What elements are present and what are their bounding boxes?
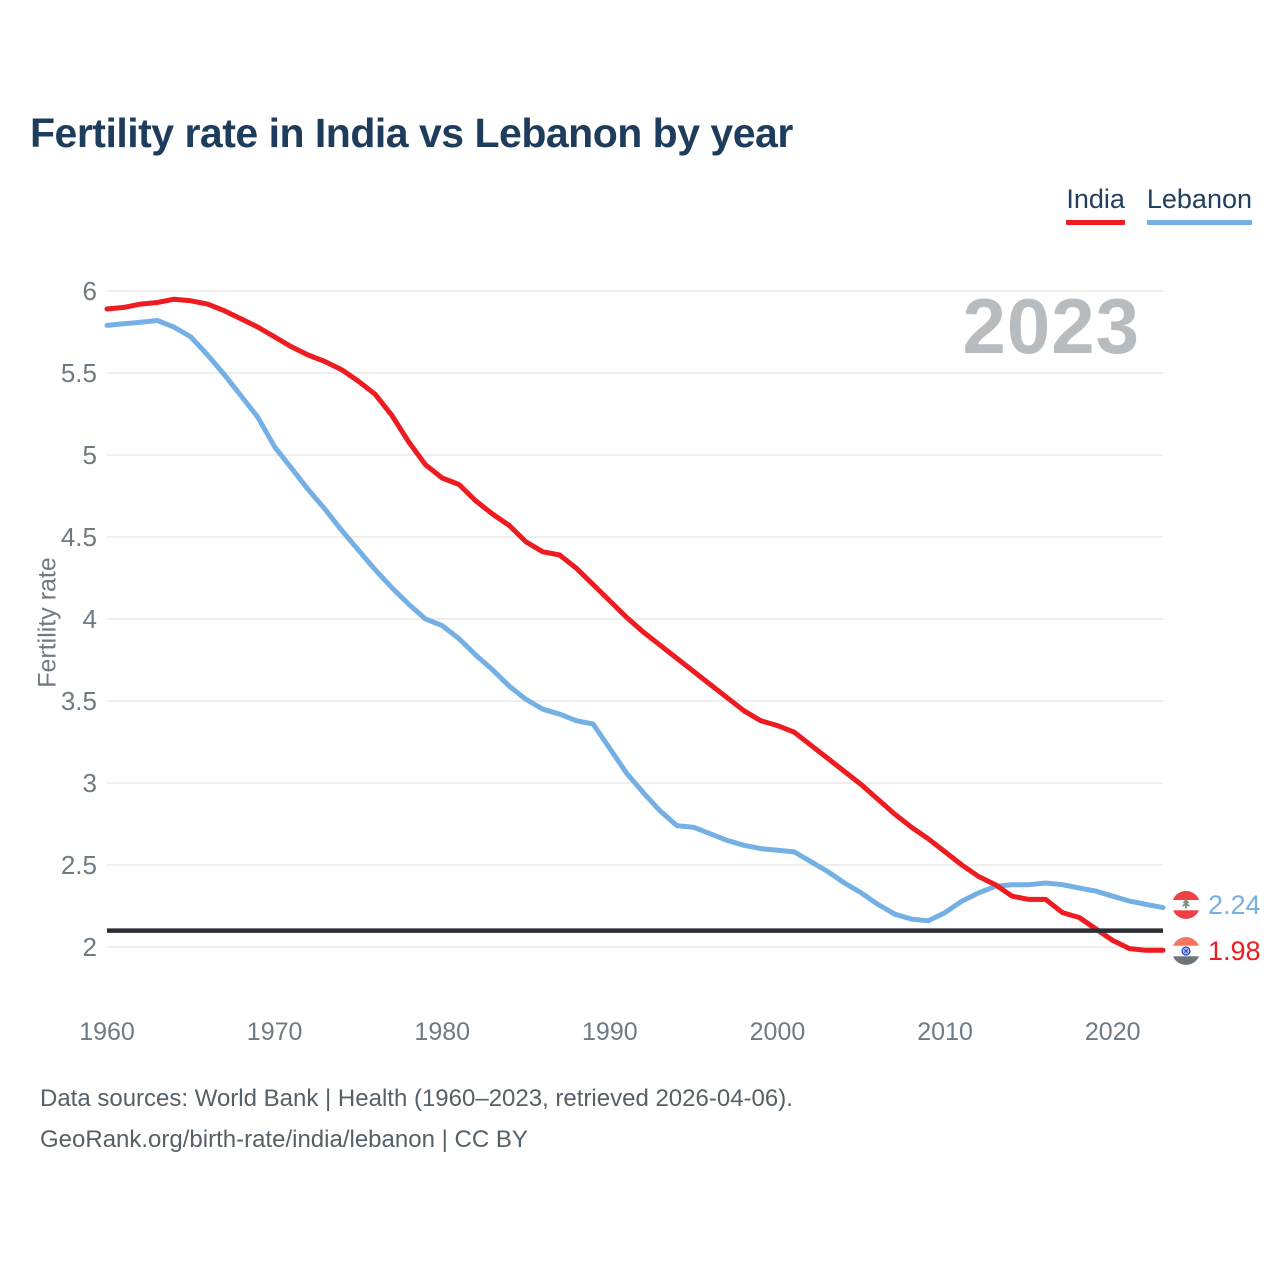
footer-sources-line: Data sources: World Bank | Health (1960–… [40,1085,793,1112]
lebanon-final-value: 2.24 [1208,890,1261,920]
x-tick-label-2000: 2000 [750,1018,806,1046]
india-final-value: 1.98 [1208,936,1261,966]
y-tick-label-3.5: 3.5 [61,686,97,716]
y-tick-label-5: 5 [83,440,97,470]
end-label-lebanon: 2.24 [1172,891,1261,919]
y-tick-label-2.5: 2.5 [61,850,97,880]
year-watermark: 2023 [962,282,1140,370]
india-flag-icon [1172,937,1200,965]
page-title: Fertility rate in India vs Lebanon by ye… [30,110,793,156]
end-label-india: 1.98 [1172,937,1261,965]
y-tick-label-4.5: 4.5 [61,522,97,552]
series-line-india [104,296,1166,953]
x-tick-label-1980: 1980 [414,1018,470,1046]
x-tick-label-1960: 1960 [79,1018,135,1046]
legend: India Lebanon [1066,184,1252,225]
lebanon-flag-icon [1172,891,1200,919]
x-tick-label-2020: 2020 [1085,1018,1141,1046]
footer: Data sources: World Bank | Health (1960–… [40,1078,793,1160]
footer-attribution-line: GeoRank.org/birth-rate/india/lebanon | C… [40,1126,528,1153]
y-tick-label-2: 2 [83,932,97,962]
y-tick-label-3: 3 [83,768,97,798]
x-tick-label-1990: 1990 [582,1018,638,1046]
legend-item-india[interactable]: India [1066,184,1125,225]
y-tick-label-5.5: 5.5 [61,358,97,388]
x-tick-label-1970: 1970 [247,1018,303,1046]
x-tick-label-2010: 2010 [917,1018,973,1046]
y-tick-label-4: 4 [83,604,97,634]
legend-item-lebanon[interactable]: Lebanon [1146,184,1252,225]
y-tick-label-6: 6 [83,276,97,306]
series-line-lebanon [104,318,1166,924]
